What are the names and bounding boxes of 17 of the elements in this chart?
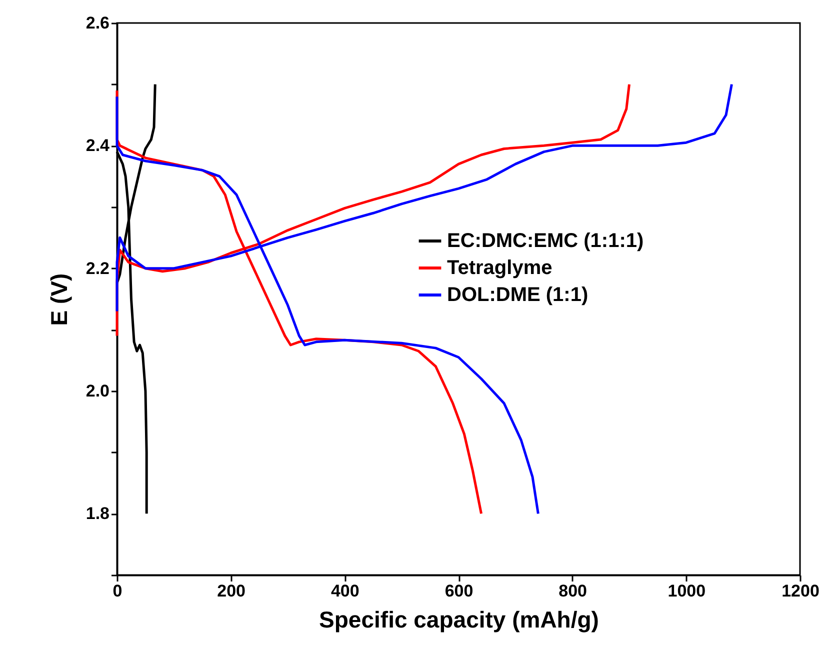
y-axis-title: E (V) (46, 273, 72, 326)
y-tick-label: 2.4 (86, 136, 110, 156)
x-axis-title: Specific capacity (mAh/g) (319, 606, 599, 632)
x-tick-label: 1000 (668, 582, 706, 600)
y-tick-label: 2.2 (86, 258, 110, 278)
x-tick-label: 800 (558, 582, 588, 600)
x-tick-label: 400 (330, 582, 360, 600)
y-tick-label: 2.6 (86, 14, 110, 32)
x-tick-label: 200 (217, 582, 246, 600)
x-tick-label: 0 (112, 582, 122, 600)
legend-label: DOL:DME (1:1) (447, 284, 588, 306)
legend-label: EC:DMC:EMC (1:1:1) (447, 230, 644, 252)
y-tick-label: 1.8 (86, 504, 110, 524)
x-tick-label: 600 (444, 582, 474, 600)
legend-label: Tetraglyme (447, 257, 552, 279)
x-tick-label: 1200 (782, 582, 820, 600)
y-tick-label: 2.0 (86, 382, 110, 400)
